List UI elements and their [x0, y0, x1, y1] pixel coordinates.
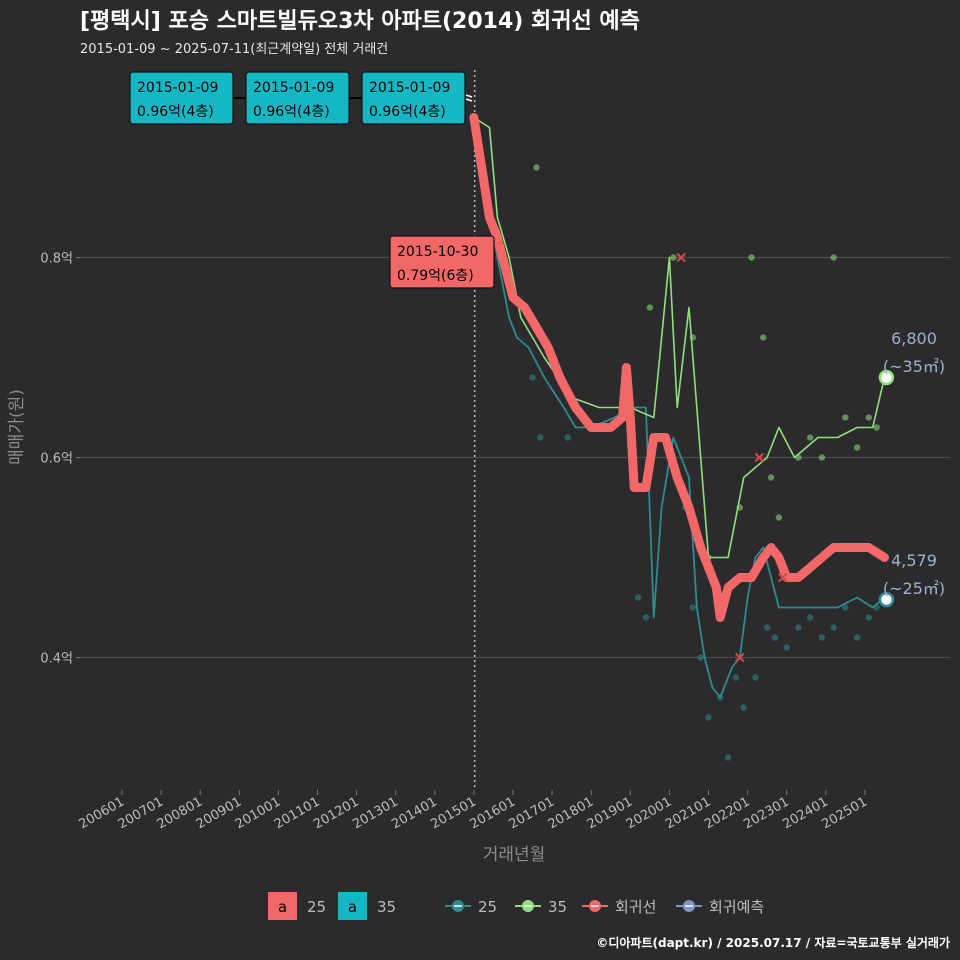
y-tick-label: 0.6억 [40, 452, 73, 467]
annotation-box [129, 71, 234, 125]
scatter-point-25 [564, 434, 571, 441]
y-tick-label: 0.4억 [40, 652, 73, 667]
scatter-point-35 [806, 434, 814, 441]
legend-box-label: 25 [307, 898, 326, 916]
latest-value-35: 6,800 [891, 329, 937, 348]
series-line-regression [469, 113, 889, 622]
annotation-date: 2015-10-30 [397, 244, 478, 260]
scatter-point-35 [748, 254, 755, 261]
transaction-cross-marker [735, 652, 745, 663]
scatter-point-25 [795, 624, 802, 631]
annotation-price: 0.96억(4층) [253, 104, 330, 120]
annotation-price: 0.79억(6층) [397, 268, 474, 284]
scatter-point-25 [529, 374, 536, 381]
scatter-point-35 [853, 444, 861, 451]
scatter-point-35 [830, 254, 837, 261]
transaction-cross-marker [778, 572, 788, 583]
y-axis-label: 매매가(원) [7, 389, 27, 465]
scatter-point-25 [740, 704, 747, 711]
scatter-point-25 [763, 624, 771, 631]
legend-line-label: 35 [548, 898, 567, 916]
scatter-point-35 [646, 304, 654, 311]
scatter-point-35 [842, 414, 849, 421]
annotation-price: 0.96억(4층) [369, 104, 446, 120]
series-line-35 [473, 116, 886, 559]
y-tick-label: 0.8억 [40, 252, 73, 267]
scatter-point-25 [771, 634, 779, 641]
scatter-point-35 [865, 414, 873, 421]
annotation-box [361, 71, 466, 125]
annotation-date: 2015-01-09 [369, 80, 450, 96]
scatter-point-35 [767, 474, 775, 481]
series-line-25 [472, 116, 886, 699]
legend-box-35 [338, 892, 367, 920]
annotation-box [389, 235, 495, 289]
scatter-point-25 [537, 434, 544, 441]
latest-area-35: (~35㎡) [883, 357, 945, 376]
legend-box-letter: a [278, 898, 287, 916]
source-note: ©디아파트(dapt.kr) / 2025.07.17 / 자료=국토교통부 실… [596, 935, 950, 950]
scatter-point-25 [830, 624, 837, 631]
annotation-box [245, 71, 350, 125]
legend-box-letter: a [348, 898, 357, 916]
latest-point-25 [878, 591, 895, 608]
legend-line-label: 25 [478, 898, 497, 916]
plot-area: 0.4억0.6억0.8억2006012007012008012009012010… [40, 70, 950, 832]
latest-area-25: (~25㎡) [883, 579, 945, 598]
x-tick-label: 202501 [819, 794, 869, 832]
scatter-point-25 [705, 714, 712, 721]
annotation-date: 2015-01-09 [137, 80, 218, 96]
annotation-pointer [465, 94, 473, 102]
scatter-point-25 [634, 594, 642, 601]
scatter-point-35 [873, 424, 880, 431]
chart-subtitle: 2015-01-09 ~ 2025-07-11(최근계약일) 전체 거래건 [80, 42, 388, 57]
scatter-point-25 [642, 614, 650, 621]
legend-line-label: 회귀선 [615, 898, 656, 916]
legend: a 25 a 35 25 35 회귀선 회귀예측 [268, 892, 764, 920]
scatter-point-25 [689, 604, 697, 611]
chart-title: [평택시] 포승 스마트빌듀오3차 아파트(2014) 회귀선 예측 [80, 9, 640, 34]
scatter-point-25 [818, 634, 826, 641]
scatter-point-25 [783, 644, 790, 651]
scatter-point-25 [697, 654, 704, 661]
scatter-point-25 [853, 634, 861, 641]
annotation-date: 2015-01-09 [253, 80, 334, 96]
scatter-point-35 [760, 334, 767, 341]
annotation-price: 0.96억(4층) [137, 104, 214, 120]
scatter-point-25 [806, 614, 814, 621]
scatter-point-25 [724, 754, 732, 761]
scatter-point-35 [818, 454, 826, 461]
scatter-point-35 [533, 164, 540, 171]
latest-value-25: 4,579 [891, 551, 937, 570]
legend-box-label: 35 [377, 898, 396, 916]
legend-line-label: 회귀예측 [709, 898, 764, 916]
scatter-point-25 [865, 614, 873, 621]
x-axis-label: 거래년월 [483, 845, 546, 865]
scatter-point-35 [670, 254, 677, 261]
transaction-cross-marker [676, 252, 686, 263]
scatter-point-25 [732, 674, 740, 681]
latest-point-35 [878, 369, 895, 386]
scatter-point-25 [842, 604, 849, 611]
legend-box-25 [268, 892, 297, 920]
transaction-cross-marker [754, 452, 765, 463]
scatter-point-35 [775, 514, 783, 521]
scatter-point-25 [752, 674, 759, 681]
